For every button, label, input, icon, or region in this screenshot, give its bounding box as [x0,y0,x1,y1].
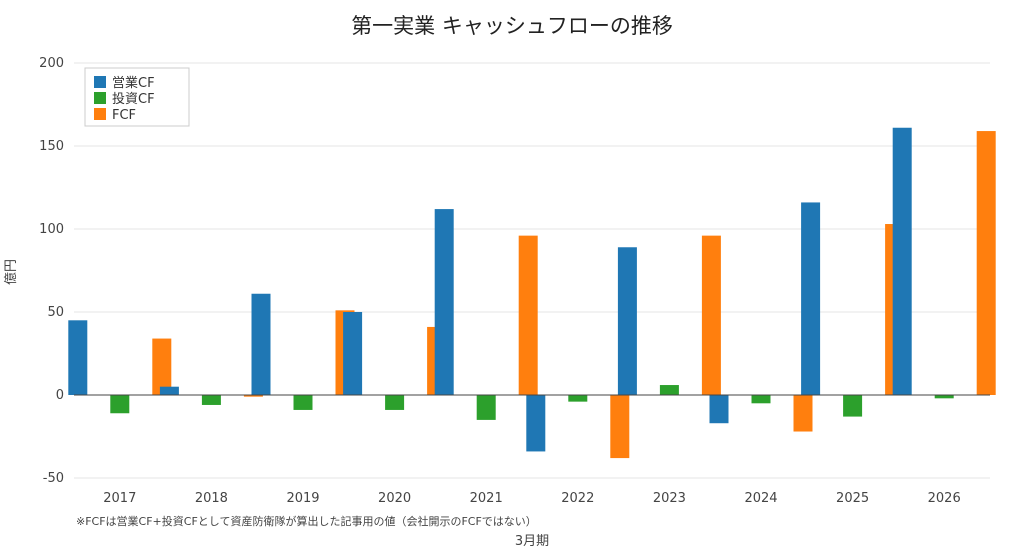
bars [68,127,996,459]
bar-営業CF-2025 [801,202,821,395]
bar-投資CF-2017 [110,395,130,414]
x-tick-label: 2021 [470,491,503,506]
bar-投資CF-2018 [201,395,221,405]
bar-投資CF-2026 [934,395,954,399]
bar-FCF-2021 [518,235,538,395]
x-tick-label: 2022 [561,491,594,506]
x-axis-label: 3月期 [515,534,549,549]
x-tick-label: 2019 [286,491,319,506]
bar-営業CF-2018 [159,386,179,395]
x-tick-label: 2023 [653,491,686,506]
bar-営業CF-2023 [617,247,637,395]
bar-営業CF-2021 [434,209,454,395]
bar-FCF-2024 [793,395,813,432]
bar-投資CF-2022 [568,395,588,402]
bar-FCF-2022 [610,395,630,459]
x-tick-label: 2024 [744,491,777,506]
bar-投資CF-2019 [293,395,313,410]
bar-営業CF-2017 [68,320,88,395]
legend-swatch [94,108,106,120]
y-tick-labels: -50 0 50 100 150 200 [39,56,64,486]
bar-営業CF-2024 [709,395,729,424]
y-tick-label: 100 [39,222,64,237]
y-axis-label: 億円 [3,259,19,285]
y-tick-label: 50 [47,305,64,320]
bar-投資CF-2020 [385,395,405,410]
x-tick-label: 2026 [928,491,961,506]
bar-投資CF-2024 [751,395,771,404]
y-tick-label: -50 [43,471,64,486]
legend-label: 営業CF [112,75,155,91]
y-tick-label: 150 [39,139,64,154]
bar-FCF-2023 [701,235,721,395]
bar-投資CF-2021 [476,395,496,420]
bar-投資CF-2025 [843,395,863,417]
chart-note: ※FCFは営業CF+投資CFとして資産防衛隊が算出した記事用の値（会社開示のFC… [76,514,537,528]
legend-label: FCF [112,108,136,123]
x-tick-label: 2018 [195,491,228,506]
bar-営業CF-2020 [343,312,363,395]
bar-FCF-2018 [243,395,263,397]
x-tick-label: 2025 [836,491,869,506]
x-tick-labels: 2017 2018 2019 2020 2021 2022 2023 2024 2025 2026 [103,491,960,506]
legend-swatch [94,92,106,104]
y-tick-label: 200 [39,56,64,71]
bar-営業CF-2019 [251,293,271,395]
bar-投資CF-2023 [659,385,679,395]
legend-label: 投資CF [112,91,155,107]
x-tick-label: 2017 [103,491,136,506]
chart-title: 第一実業 キャッシュフローの推移 [351,14,673,38]
bar-営業CF-2022 [526,395,546,452]
bar-FCF-2026 [976,131,996,395]
y-tick-label: 0 [56,388,64,403]
bar-FCF-2017 [152,338,172,395]
legend-swatch [94,76,106,88]
bar-営業CF-2026 [892,127,912,396]
x-tick-label: 2020 [378,491,411,506]
